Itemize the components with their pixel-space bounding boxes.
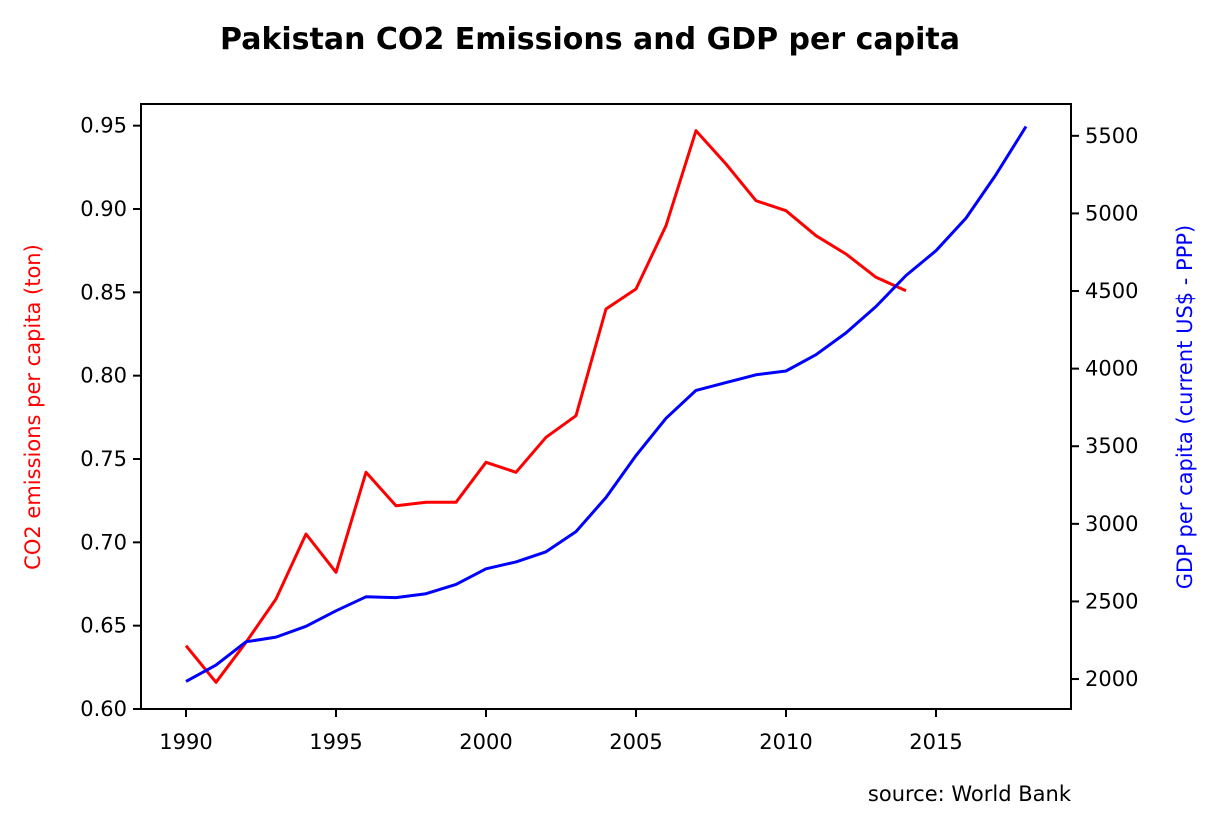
y-left-tick-label: 0.60: [80, 697, 127, 721]
y-right-tick-label: 3500: [1085, 434, 1138, 458]
y-axis-right: 2000 2500 3000 3500 4000 4500 5000 5500: [1071, 124, 1138, 691]
y-left-tick-label: 0.70: [80, 530, 127, 554]
y-left-tick-label: 0.90: [80, 197, 127, 221]
x-tick-label: 2015: [909, 730, 962, 754]
y-left-tick-label: 0.80: [80, 364, 127, 388]
plot-frame: [140, 103, 1072, 710]
x-tick-label: 2005: [609, 730, 662, 754]
y-right-tick-label: 4500: [1085, 279, 1138, 303]
y-right-tick-label: 5500: [1085, 124, 1138, 148]
x-axis: 1990 1995 2000 2005 2010 2015: [159, 709, 963, 754]
y-right-tick-label: 2000: [1085, 667, 1138, 691]
plot-area: [141, 104, 1071, 709]
y-right-tick-label: 4000: [1085, 357, 1138, 381]
source-note: source: World Bank: [868, 782, 1072, 806]
co2-series-line: [184, 129, 907, 684]
chart-title: Pakistan CO2 Emissions and GDP per capit…: [220, 22, 960, 57]
y-left-tick-label: 0.85: [80, 280, 127, 304]
y-axis-right-label: GDP per capita (current US$ - PPP): [1173, 225, 1197, 590]
y-right-tick-label: 3000: [1085, 512, 1138, 536]
series-layer: [184, 125, 1028, 684]
y-left-tick-label: 0.65: [80, 614, 127, 638]
y-left-tick-label: 0.95: [80, 114, 127, 138]
gdp-series-line: [185, 125, 1028, 683]
y-right-tick-label: 2500: [1085, 589, 1138, 613]
x-tick-label: 1990: [159, 730, 212, 754]
y-axis-left-label: CO2 emissions per capita (ton): [21, 244, 45, 570]
x-tick-label: 2000: [459, 730, 512, 754]
y-axis-left: 0.60 0.65 0.70 0.75 0.80 0.85 0.90 0.95: [80, 114, 141, 721]
x-tick-label: 1995: [309, 730, 362, 754]
y-left-tick-label: 0.75: [80, 447, 127, 471]
y-right-tick-label: 5000: [1085, 201, 1138, 225]
x-tick-label: 2010: [759, 730, 812, 754]
